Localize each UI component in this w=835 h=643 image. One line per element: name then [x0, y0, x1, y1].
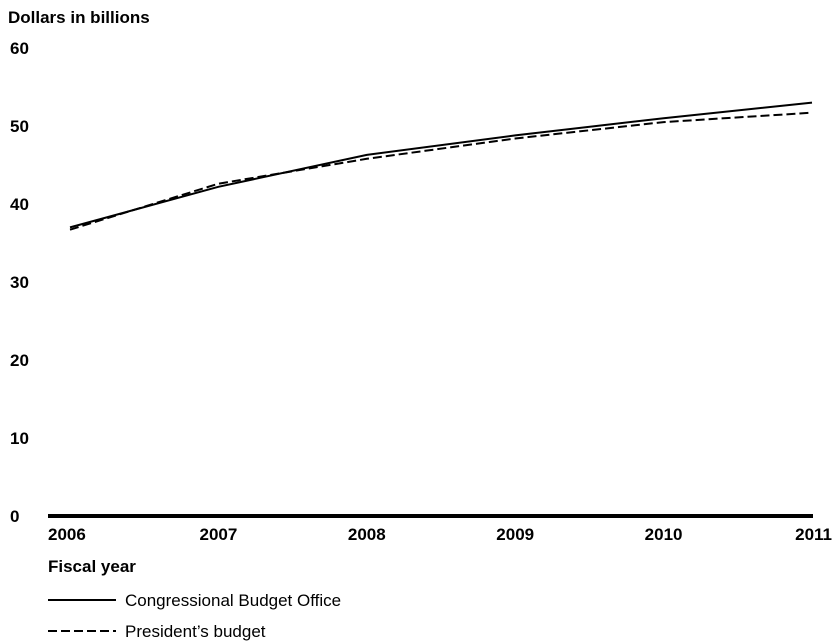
series-line-cbo: [69, 101, 813, 229]
x-tick-label: 2008: [348, 525, 386, 544]
legend-label-cbo: Congressional Budget Office: [125, 591, 341, 610]
x-tick-label: 2007: [199, 525, 237, 544]
y-tick-label: 0: [10, 507, 19, 526]
legend-label-president: President’s budget: [125, 622, 266, 641]
x-axis-label: Fiscal year: [48, 557, 136, 576]
y-tick-label: 10: [10, 429, 29, 448]
series-line-president: [69, 111, 813, 231]
y-axis-label: Dollars in billions: [8, 8, 150, 27]
y-tick-label: 20: [10, 351, 29, 370]
legend-item-president: President’s budget: [48, 622, 266, 641]
x-tick-label: 2011: [795, 525, 832, 544]
y-tick-label: 60: [10, 39, 29, 58]
y-tick-label: 40: [10, 195, 29, 214]
x-tick-label: 2010: [645, 525, 683, 544]
y-tick-label: 30: [10, 273, 29, 292]
x-axis-ticks: 2006 2007 2008 2009 2010 2011: [48, 525, 832, 544]
x-tick-label: 2009: [496, 525, 534, 544]
y-tick-label: 50: [10, 117, 29, 136]
legend: Congressional Budget Office President’s …: [48, 591, 341, 641]
legend-item-cbo: Congressional Budget Office: [48, 591, 341, 610]
x-tick-label: 2006: [48, 525, 86, 544]
series-lines: [69, 101, 813, 231]
y-axis-ticks: 0 10 20 30 40 50 60: [10, 39, 29, 526]
